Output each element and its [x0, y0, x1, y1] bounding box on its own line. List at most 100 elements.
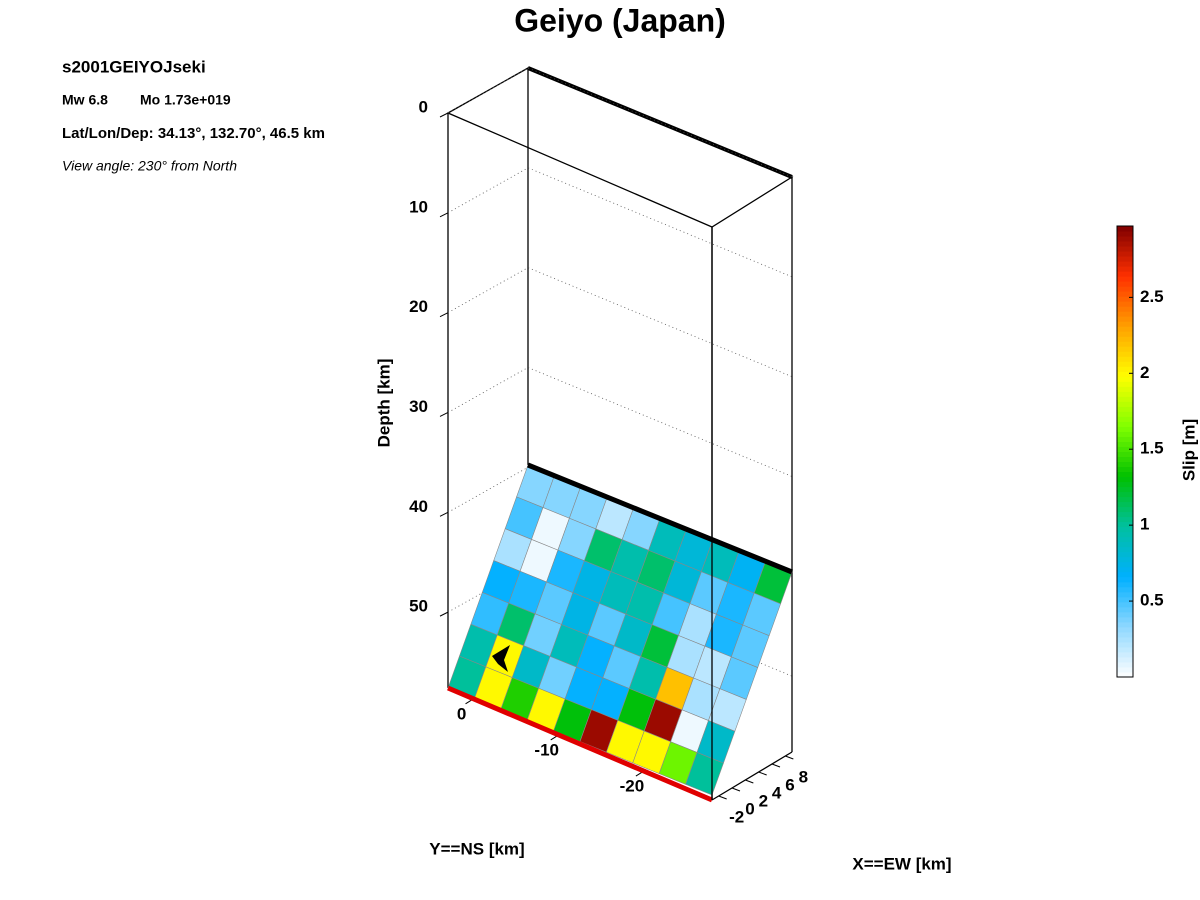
colorbar-step — [1117, 476, 1133, 483]
colorbar-step — [1117, 521, 1133, 528]
colorbar-step — [1117, 296, 1133, 302]
fault-bottom-edge — [447, 685, 713, 803]
x-tick — [771, 763, 781, 768]
colorbar-step — [1117, 251, 1133, 257]
colorbar-step — [1117, 556, 1133, 563]
colorbar-step — [1117, 481, 1133, 488]
colorbar-step — [1117, 506, 1133, 513]
colorbar-step — [1117, 471, 1133, 478]
colorbar-step — [1117, 226, 1133, 232]
colorbar-step — [1117, 351, 1133, 357]
z-tick-label: 50 — [409, 597, 428, 616]
colorbar-step — [1117, 306, 1133, 312]
colorbar-step — [1117, 391, 1133, 397]
moment: Mo 1.73e+019 — [140, 92, 231, 108]
colorbar-step — [1117, 241, 1133, 247]
x-axis-label: X==EW [km] — [852, 854, 951, 873]
colorbar-tick-label: 1.5 — [1140, 439, 1164, 458]
x-tick-label: 6 — [785, 775, 794, 794]
colorbar-tick-label: 1 — [1140, 515, 1149, 534]
colorbar-step — [1117, 336, 1133, 342]
x-tick-label: -2 — [729, 807, 744, 826]
x-tick — [745, 779, 754, 784]
colorbar-step — [1117, 346, 1133, 352]
colorbar-step — [1117, 516, 1133, 523]
grid-line — [447, 267, 793, 378]
colorbar-step — [1117, 446, 1133, 452]
z-tick-label: 40 — [409, 497, 428, 516]
hypocenter — [492, 645, 510, 672]
grid-line — [447, 367, 793, 477]
chart-title: Geiyo (Japan) — [514, 2, 726, 38]
colorbar-step — [1117, 456, 1133, 463]
colorbar-step — [1117, 281, 1133, 287]
colorbar-step — [1117, 526, 1133, 533]
colorbar-step — [1117, 276, 1133, 282]
colorbar-step — [1117, 436, 1133, 442]
colorbar-step — [1117, 661, 1133, 668]
colorbar-step — [1117, 416, 1133, 422]
colorbar-step — [1117, 616, 1133, 623]
colorbar-step — [1117, 611, 1133, 618]
x-tick-label: 0 — [745, 799, 754, 818]
colorbar-step — [1117, 286, 1133, 292]
colorbar-step — [1117, 291, 1133, 297]
colorbar-step — [1117, 381, 1133, 387]
x-tick — [718, 795, 727, 800]
colorbar-step — [1117, 671, 1133, 678]
colorbar-step — [1117, 461, 1133, 468]
colorbar-step — [1117, 231, 1133, 237]
colorbar-step — [1117, 501, 1133, 508]
colorbar-step — [1117, 566, 1133, 573]
colorbar-step — [1117, 656, 1133, 663]
z-tick — [439, 611, 449, 617]
colorbar-step — [1117, 326, 1133, 332]
colorbar-step — [1117, 511, 1133, 518]
y-tick-label: -20 — [620, 777, 645, 796]
colorbar-step — [1117, 366, 1133, 372]
magnitude: Mw 6.8 — [62, 92, 108, 108]
x-tick-label: 8 — [799, 767, 808, 786]
colorbar-step — [1117, 411, 1133, 417]
fault-top-edge — [527, 462, 793, 575]
colorbar-step — [1117, 536, 1133, 543]
colorbar-step — [1117, 496, 1133, 503]
colorbar-step — [1117, 571, 1133, 578]
colorbar-tick-label: 2.5 — [1140, 287, 1164, 306]
z-axis-label: Depth [km] — [374, 359, 393, 448]
grid-line — [447, 167, 793, 278]
colorbar-step — [1117, 591, 1133, 598]
colorbar-step — [1117, 631, 1133, 638]
colorbar-step — [1117, 426, 1133, 432]
colorbar-step — [1117, 421, 1133, 427]
x-tick — [785, 755, 794, 760]
colorbar-step — [1117, 606, 1133, 613]
z-tick — [439, 511, 449, 517]
colorbar-step — [1117, 361, 1133, 367]
colorbar-step — [1117, 646, 1133, 653]
colorbar-step — [1117, 406, 1133, 412]
view-angle: View angle: 230° from North — [62, 158, 237, 174]
colorbar-step — [1117, 531, 1133, 538]
z-tick-label: 20 — [409, 297, 428, 316]
colorbar-step — [1117, 596, 1133, 603]
colorbar-step — [1117, 466, 1133, 473]
colorbar-step — [1117, 316, 1133, 322]
colorbar-step — [1117, 666, 1133, 673]
colorbar-step — [1117, 486, 1133, 493]
x-tick — [731, 787, 741, 792]
colorbar-step — [1117, 261, 1133, 267]
colorbar-step — [1117, 311, 1133, 317]
colorbar-step — [1117, 441, 1133, 447]
event-id: s2001GEIYOJseki — [62, 57, 206, 76]
colorbar-step — [1117, 371, 1133, 377]
colorbar-step — [1117, 636, 1133, 643]
colorbar-step — [1117, 541, 1133, 548]
z-tick — [439, 112, 449, 118]
y-tick-label: -10 — [534, 740, 559, 759]
colorbar-step — [1117, 356, 1133, 362]
z-tick-label: 30 — [409, 397, 428, 416]
x-tick — [758, 771, 767, 776]
x-tick-label: 2 — [759, 791, 768, 810]
x-tick-label: 4 — [772, 783, 782, 802]
